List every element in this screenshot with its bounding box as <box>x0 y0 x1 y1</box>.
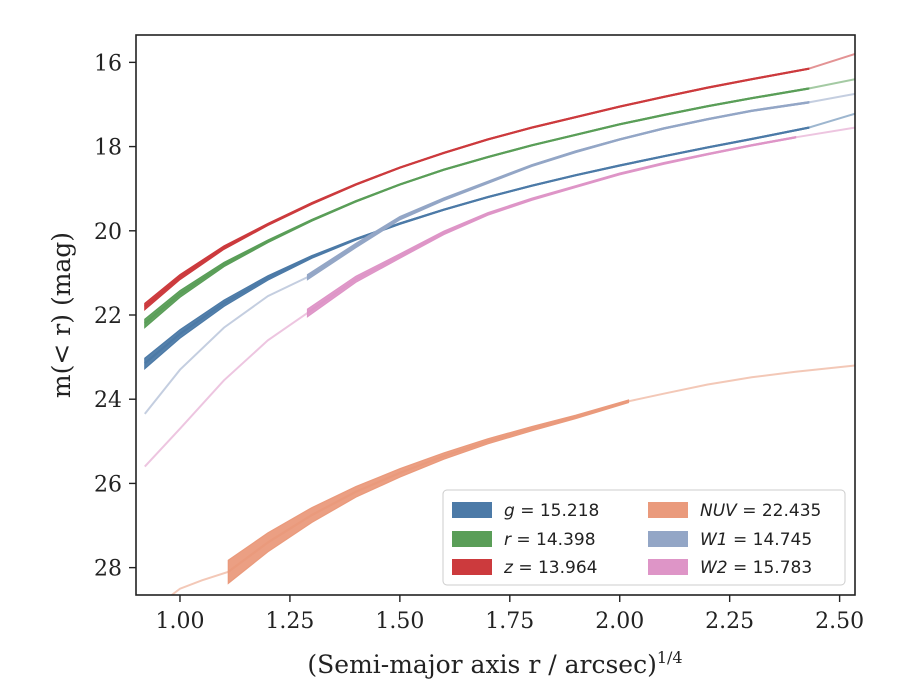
g-profile-line <box>144 126 810 365</box>
y-tick-label: 26 <box>94 472 122 497</box>
x-tick-label: 1.25 <box>265 609 314 634</box>
series-w2 <box>144 126 855 468</box>
legend-label-z: z = 13.964 <box>503 558 597 578</box>
z-profile-line <box>144 67 809 308</box>
series-layer <box>144 52 855 595</box>
legend-label-r: r = 14.398 <box>504 530 596 550</box>
x-tick-label: 1.50 <box>375 609 424 634</box>
y-axis: 16 18 20 22 24 26 28 <box>94 51 136 582</box>
series-r <box>144 78 855 329</box>
x-tick-label: 2.00 <box>595 609 644 634</box>
legend-label-w1: W1 = 14.745 <box>700 530 812 550</box>
x-axis-label: (Semi-major axis r / arcsec)1/4 <box>307 648 682 679</box>
y-tick-label: 28 <box>94 557 122 582</box>
legend-label-w2: W2 = 15.783 <box>700 558 812 578</box>
y-tick-label: 20 <box>94 220 122 245</box>
legend-box <box>442 489 846 586</box>
legend: g = 15.218 r = 14.398 z = 13.964 NUV = 22.4… <box>442 489 846 586</box>
y-tick-label: 24 <box>94 388 122 413</box>
w1-profile-line <box>306 101 809 279</box>
x-tick-label: 2.50 <box>815 609 864 634</box>
w2-uncertainty-band <box>306 135 797 318</box>
series-nuv <box>170 364 855 595</box>
legend-swatch-g <box>452 502 492 518</box>
g-profile-curve <box>144 112 855 365</box>
y-axis-label: m(< r) (mag) <box>47 232 76 398</box>
w2-profile-line <box>306 136 796 314</box>
r-profile-line <box>144 87 809 325</box>
legend-swatch-r <box>452 531 492 547</box>
legend-label-g: g = 15.218 <box>504 501 599 521</box>
legend-swatch-w2 <box>648 559 688 575</box>
legend-swatch-w1 <box>648 531 688 547</box>
z-profile-curve <box>144 52 855 308</box>
series-w1 <box>144 92 855 415</box>
nuv-uncertainty-band <box>227 399 630 585</box>
x-tick-label: 1.75 <box>485 609 534 634</box>
z-uncertainty-band <box>144 67 810 312</box>
legend-swatch-z <box>452 559 492 575</box>
series-z <box>144 52 855 312</box>
x-tick-label: 1.00 <box>155 609 204 634</box>
x-tick-label: 2.25 <box>705 609 754 634</box>
nuv-profile-line <box>227 400 629 573</box>
w1-profile-curve <box>144 92 855 415</box>
y-tick-label: 16 <box>94 51 122 76</box>
series-g <box>144 112 855 371</box>
y-tick-label: 18 <box>94 136 122 161</box>
legend-swatch-nuv <box>648 502 688 518</box>
y-tick-label: 22 <box>94 304 122 329</box>
g-uncertainty-band <box>144 126 810 371</box>
x-axis: 1.00 1.25 1.50 1.75 2.00 2.25 2.50 <box>155 595 864 634</box>
legend-label-nuv: NUV = 22.435 <box>700 501 821 521</box>
